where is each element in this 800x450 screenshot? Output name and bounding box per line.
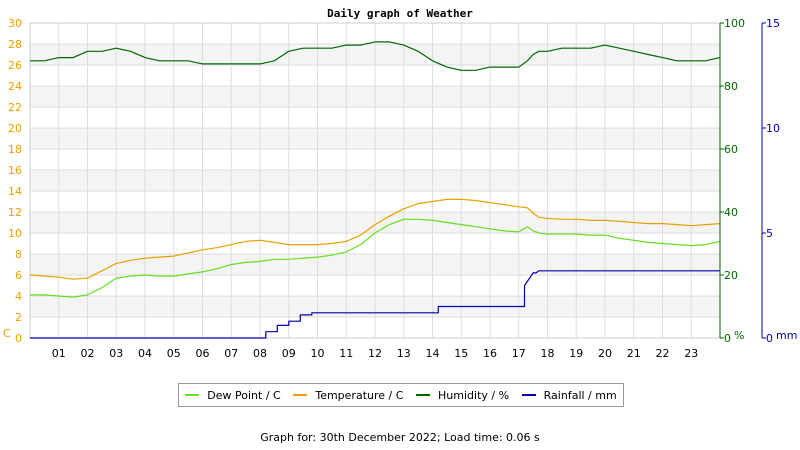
- temperature-tick-label: 18: [8, 143, 22, 156]
- rainfall-tick-label: 5: [766, 227, 773, 240]
- temperature-tick-label: 14: [8, 185, 22, 198]
- x-tick-label: 10: [311, 347, 325, 360]
- x-tick-label: 03: [109, 347, 123, 360]
- temperature-tick-label: 4: [15, 290, 22, 303]
- temperature-tick-label: 26: [8, 59, 22, 72]
- x-tick-label: 13: [397, 347, 411, 360]
- x-tick-label: 08: [253, 347, 267, 360]
- temperature-tick-label: 20: [8, 122, 22, 135]
- x-tick-label: 12: [368, 347, 382, 360]
- temperature-tick-label: 0: [15, 332, 22, 345]
- humidity-tick-label: 40: [724, 206, 738, 219]
- legend-label: Temperature / C: [315, 388, 404, 402]
- temperature-unit-label: C: [3, 327, 11, 340]
- legend: Dew Point / C Temperature / C Humidity / %…: [178, 383, 624, 407]
- series-layer: [29, 41, 721, 339]
- temperature-tick-label: 24: [8, 80, 22, 93]
- x-tick-label: 11: [339, 347, 353, 360]
- weather-chart: Daily graph of Weather 02468101214161820…: [3, 7, 797, 360]
- temperature-tick-label: 16: [8, 164, 22, 177]
- x-tick-label: 01: [52, 347, 66, 360]
- rainfall-series-line: [30, 270, 720, 339]
- footer-text: Graph for: 30th December 2022; Load time…: [260, 431, 540, 444]
- temperature-tick-label: 10: [8, 227, 22, 240]
- legend-swatch: [416, 394, 431, 396]
- humidity-tick-label: 60: [724, 143, 738, 156]
- legend-label: Rainfall / mm: [543, 388, 617, 402]
- x-tick-label: 04: [138, 347, 152, 360]
- legend-swatch: [293, 394, 308, 396]
- temperature-tick-label: 22: [8, 101, 22, 114]
- rainfall-tick-label: 15: [766, 17, 780, 30]
- x-tick-label: 17: [512, 347, 526, 360]
- temperature-tick-label: 6: [15, 269, 22, 282]
- x-tick-label: 22: [656, 347, 670, 360]
- x-tick-label: 09: [282, 347, 296, 360]
- legend-item-rainfall: Rainfall / mm: [521, 388, 617, 402]
- legend-label: Dew Point / C: [207, 388, 281, 402]
- temperature-tick-label: 8: [15, 248, 22, 261]
- temperature-tick-label: 12: [8, 206, 22, 219]
- chart-title: Daily graph of Weather: [327, 7, 473, 20]
- x-tick-label: 05: [167, 347, 181, 360]
- temperature-tick-label: 28: [8, 38, 22, 51]
- x-tick-label: 14: [426, 347, 440, 360]
- legend-swatch: [521, 394, 536, 396]
- x-tick-label: 23: [684, 347, 698, 360]
- humidity-unit-label: %: [734, 329, 744, 342]
- x-tick-label: 06: [196, 347, 210, 360]
- humidity-tick-label: 20: [724, 269, 738, 282]
- rainfall-tick-label: 0: [766, 332, 773, 345]
- x-tick-label: 21: [627, 347, 641, 360]
- humidity-tick-label: 80: [724, 80, 738, 93]
- x-tick-label: 20: [598, 347, 612, 360]
- rainfall-unit-label: mm: [776, 329, 797, 342]
- dew-point-series-line: [30, 218, 721, 298]
- legend-swatch: [185, 394, 200, 396]
- legend-item-temperature: Temperature / C: [293, 389, 403, 402]
- temperature-series-line: [29, 198, 721, 280]
- x-tick-label: 16: [483, 347, 497, 360]
- x-tick-label: 19: [569, 347, 583, 360]
- humidity-tick-label: 0: [724, 332, 731, 345]
- rainfall-tick-label: 10: [766, 122, 780, 135]
- x-tick-label: 07: [224, 347, 238, 360]
- x-tick-label: 18: [541, 347, 555, 360]
- humidity-series-line: [30, 41, 721, 71]
- x-tick-label: 02: [81, 347, 95, 360]
- legend-label: Humidity / %: [438, 388, 510, 402]
- x-tick-label: 15: [454, 347, 468, 360]
- humidity-tick-label: 100: [724, 17, 745, 30]
- temperature-tick-label: 30: [8, 17, 22, 30]
- temperature-tick-label: 2: [15, 311, 22, 324]
- legend-item-dew-point: Dew Point / C: [185, 388, 281, 402]
- legend-item-humidity: Humidity / %: [416, 389, 509, 402]
